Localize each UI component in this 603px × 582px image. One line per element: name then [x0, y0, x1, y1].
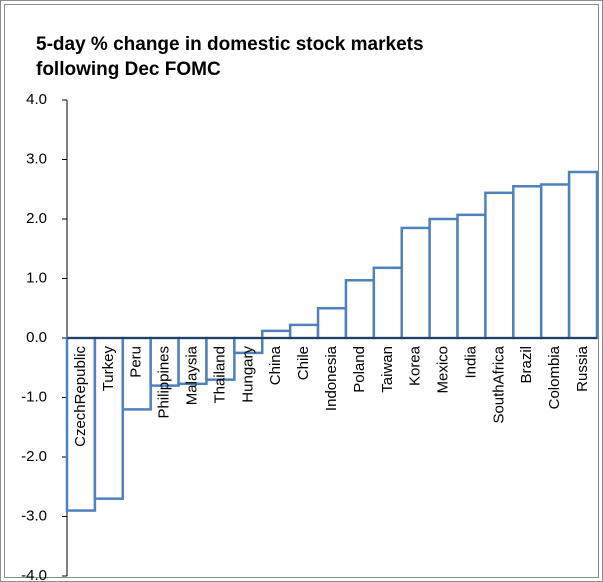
bar: [93, 336, 125, 500]
x-tick-label: Chile: [295, 346, 312, 380]
y-tick-label: -4.0: [21, 567, 47, 582]
x-tick-label: Peru: [128, 346, 145, 378]
inner-frame: [4, 4, 599, 578]
y-tick-label: 3.0: [26, 150, 47, 167]
x-tick-label: CzechRepublic: [72, 346, 89, 447]
x-tick-label: Hungary: [239, 346, 256, 403]
y-tick-label: 4.0: [26, 91, 47, 108]
bar: [456, 213, 487, 340]
x-tick-label: India: [462, 345, 479, 378]
x-tick-label: Malaysia: [183, 345, 200, 405]
chart-title: following Dec FOMC: [36, 59, 221, 80]
bar: [567, 170, 599, 340]
y-tick-label: -1.0: [21, 388, 47, 405]
x-tick-label: Turkey: [100, 346, 117, 392]
x-tick-label: Korea: [407, 345, 424, 386]
y-tick-label: 1.0: [26, 269, 47, 286]
x-tick-label: Brazil: [518, 346, 535, 384]
bar: [65, 336, 97, 512]
bar: [428, 217, 459, 340]
x-tick-label: Mexico: [435, 346, 452, 394]
bar: [261, 329, 292, 340]
chart-title: 5-day % change in domestic stock markets: [36, 34, 424, 55]
bar: [344, 279, 376, 340]
x-tick-label: Indonesia: [323, 345, 340, 411]
y-tick-label: -3.0: [21, 507, 47, 524]
bar: [484, 191, 515, 340]
x-tick-label: Russia: [574, 345, 591, 392]
x-tick-label: Poland: [351, 346, 368, 393]
y-tick-label: 2.0: [26, 210, 47, 227]
y-tick-label: 0.0: [26, 329, 47, 346]
x-tick-label: SouthAfrica: [490, 345, 507, 423]
bar: [316, 307, 348, 340]
bar: [288, 323, 320, 340]
x-tick-label: Colombia: [546, 345, 563, 409]
bar: [121, 336, 152, 411]
x-tick-label: Taiwan: [379, 346, 396, 393]
x-tick-label: Philippines: [156, 346, 173, 419]
x-tick-label: Thailand: [211, 346, 228, 404]
x-tick-label: China: [267, 345, 284, 385]
bar: [400, 226, 431, 340]
bar: [512, 185, 543, 340]
y-tick-label: -2.0: [21, 448, 47, 465]
bar: [539, 183, 571, 340]
bar: [372, 266, 403, 340]
